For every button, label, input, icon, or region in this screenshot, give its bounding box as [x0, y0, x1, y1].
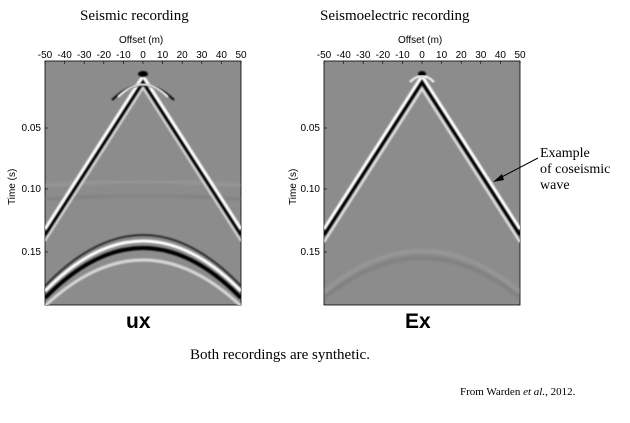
- x-tick-label: 0: [140, 50, 146, 61]
- x-tick-label: 50: [514, 50, 526, 61]
- seismoelectric-waveforms: [324, 71, 520, 299]
- x-tick-label: 20: [456, 50, 468, 61]
- x-tick-label: -20: [97, 50, 112, 61]
- x-tick-label: 50: [235, 50, 247, 61]
- x-tick-label: 40: [216, 50, 228, 61]
- x-tick-label: -50: [38, 50, 53, 61]
- x-axis-title-seismoelectric: Offset (m): [398, 35, 443, 46]
- annotation-line-1: Example: [540, 146, 590, 161]
- x-tick-label: -40: [336, 50, 351, 61]
- x-tick-label: 20: [177, 50, 189, 61]
- y-tick-label: 0.10: [301, 184, 321, 195]
- y-tick-label: 0.05: [301, 123, 321, 134]
- x-axis-title-seismic: Offset (m): [119, 35, 164, 46]
- annotation-line-2: of coseismic: [540, 162, 611, 177]
- credit-prefix: From Warden: [460, 386, 524, 398]
- x-tick-label: -30: [77, 50, 92, 61]
- seismic-x-ticks: -50 -40 -30 -20 -10 0 10 20 30 40 50: [38, 50, 247, 64]
- annotation-arrowhead: [493, 174, 504, 182]
- x-tick-label: -50: [317, 50, 332, 61]
- x-tick-label: -40: [57, 50, 72, 61]
- panel-label-ux: ux: [126, 310, 151, 333]
- caption: Both recordings are synthetic.: [190, 347, 370, 363]
- seismoelectric-x-ticks: -50 -40 -30 -20 -10 0 10 20 30 40 50: [317, 50, 526, 64]
- seismic-y-ticks: 0.05 0.10 0.15: [22, 123, 48, 258]
- seismoelectric-panel: -50 -40 -30 -20 -10 0 10 20 30 40 50 0.05 0.10 0.15: [301, 50, 526, 306]
- panel-label-ex: Ex: [405, 310, 431, 333]
- seismic-panel: -50 -40 -30 -20 -10 0 10 20 30 40 50 0.05 0.10 0.15: [22, 50, 247, 306]
- x-tick-label: 0: [419, 50, 425, 61]
- x-tick-label: 30: [475, 50, 487, 61]
- annotation-line-3: wave: [540, 178, 570, 193]
- x-tick-label: 40: [495, 50, 507, 61]
- panel-title-seismoelectric: Seismoelectric recording: [320, 8, 470, 24]
- credit: From Warden et al., 2012.: [460, 386, 575, 398]
- seismic-waveforms: [45, 71, 241, 305]
- x-tick-label: -20: [376, 50, 391, 61]
- x-tick-label: -10: [116, 50, 131, 61]
- y-tick-label: 0.15: [22, 247, 42, 258]
- x-tick-label: 30: [196, 50, 208, 61]
- y-tick-label: 0.05: [22, 123, 42, 134]
- y-tick-label: 0.15: [301, 247, 321, 258]
- x-tick-label: -10: [395, 50, 410, 61]
- coseismic-annotation: Example of coseismic wave: [540, 146, 610, 194]
- seismoelectric-y-ticks: 0.05 0.10 0.15: [301, 123, 327, 258]
- credit-suffix: , 2012.: [545, 386, 576, 398]
- x-tick-label: -30: [356, 50, 371, 61]
- credit-etal: et al.: [523, 386, 546, 398]
- y-tick-label: 0.10: [22, 184, 42, 195]
- x-tick-label: 10: [157, 50, 169, 61]
- panel-title-seismic: Seismic recording: [80, 8, 189, 24]
- annotation-arrow: [495, 157, 539, 181]
- x-tick-label: 10: [436, 50, 448, 61]
